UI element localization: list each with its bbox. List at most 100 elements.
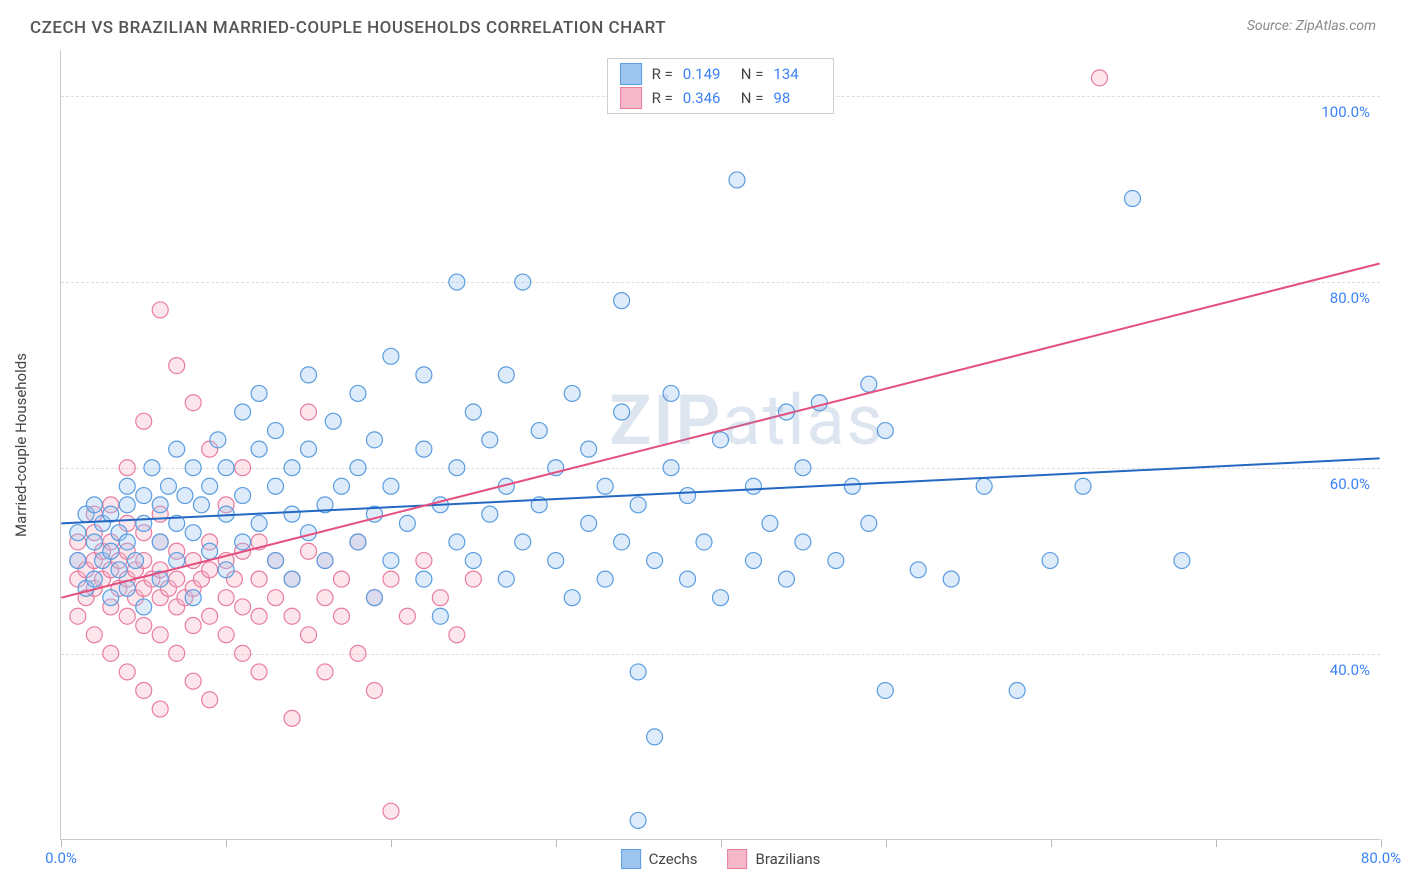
legend-item-czechs: Czechs: [621, 849, 698, 869]
scatter-point-czechs: [614, 534, 630, 550]
x-tick-mark: [391, 839, 392, 847]
scatter-point-czechs: [86, 571, 102, 587]
scatter-point-czechs: [366, 590, 382, 606]
legend-swatch-icon: [621, 849, 641, 869]
scatter-point-brazilians: [416, 553, 432, 569]
scatter-point-brazilians: [399, 608, 415, 624]
scatter-point-brazilians: [251, 664, 267, 680]
x-tick-mark: [1051, 839, 1052, 847]
scatter-point-czechs: [432, 608, 448, 624]
legend-swatch-icon: [728, 849, 748, 869]
scatter-point-czechs: [185, 460, 201, 476]
scatter-point-czechs: [144, 460, 160, 476]
scatter-point-czechs: [416, 441, 432, 457]
scatter-point-czechs: [877, 682, 893, 698]
scatter-point-brazilians: [119, 608, 135, 624]
x-tick-mark: [1216, 839, 1217, 847]
scatter-point-brazilians: [185, 673, 201, 689]
x-tick-mark: [61, 839, 62, 847]
scatter-point-czechs: [136, 488, 152, 504]
r-value-brazilians: 0.346: [683, 89, 731, 107]
y-axis-label: Married-couple Households: [12, 353, 30, 537]
scatter-point-czechs: [350, 534, 366, 550]
scatter-point-brazilians: [251, 608, 267, 624]
scatter-point-czechs: [301, 367, 317, 383]
scatter-point-czechs: [861, 515, 877, 531]
scatter-point-czechs: [877, 423, 893, 439]
legend-label-czechs: Czechs: [649, 850, 698, 868]
scatter-point-czechs: [202, 543, 218, 559]
scatter-point-czechs: [119, 534, 135, 550]
scatter-point-czechs: [103, 543, 119, 559]
scatter-point-czechs: [449, 534, 465, 550]
scatter-point-brazilians: [268, 590, 284, 606]
scatter-point-czechs: [844, 478, 860, 494]
scatter-point-czechs: [86, 497, 102, 513]
scatter-point-czechs: [762, 515, 778, 531]
scatter-point-brazilians: [119, 460, 135, 476]
scatter-point-czechs: [111, 562, 127, 578]
scatter-point-czechs: [350, 385, 366, 401]
scatter-point-czechs: [943, 571, 959, 587]
scatter-point-brazilians: [202, 608, 218, 624]
legend-row-czechs: R = 0.149 N = 134: [620, 63, 822, 85]
scatter-point-czechs: [235, 534, 251, 550]
scatter-point-brazilians: [235, 599, 251, 615]
scatter-point-czechs: [449, 274, 465, 290]
scatter-point-czechs: [515, 534, 531, 550]
scatter-point-brazilians: [185, 618, 201, 634]
scatter-point-czechs: [745, 478, 761, 494]
scatter-point-czechs: [399, 515, 415, 531]
n-value-brazilians: 98: [773, 89, 821, 107]
scatter-point-brazilians: [333, 571, 349, 587]
scatter-point-czechs: [119, 497, 135, 513]
scatter-point-czechs: [193, 497, 209, 513]
scatter-point-brazilians: [218, 590, 234, 606]
scatter-point-czechs: [680, 571, 696, 587]
scatter-point-czechs: [268, 423, 284, 439]
scatter-point-brazilians: [152, 627, 168, 643]
scatter-point-czechs: [152, 497, 168, 513]
scatter-point-brazilians: [185, 395, 201, 411]
x-tick-mark: [886, 839, 887, 847]
scatter-point-czechs: [713, 432, 729, 448]
legend-label-brazilians: Brazilians: [756, 850, 821, 868]
scatter-point-czechs: [1124, 191, 1140, 207]
scatter-point-czechs: [185, 525, 201, 541]
scatter-point-czechs: [136, 515, 152, 531]
scatter-point-czechs: [284, 506, 300, 522]
scatter-point-czechs: [1009, 682, 1025, 698]
scatter-point-czechs: [1075, 478, 1091, 494]
scatter-point-czechs: [696, 534, 712, 550]
scatter-point-brazilians: [333, 608, 349, 624]
scatter-point-czechs: [597, 478, 613, 494]
scatter-point-czechs: [70, 553, 86, 569]
scatter-point-brazilians: [284, 608, 300, 624]
scatter-point-czechs: [268, 553, 284, 569]
scatter-point-brazilians: [169, 645, 185, 661]
scatter-point-czechs: [647, 553, 663, 569]
n-label: N =: [741, 65, 764, 83]
scatter-point-czechs: [976, 478, 992, 494]
series-legend: Czechs Brazilians: [621, 849, 821, 869]
scatter-point-czechs: [235, 404, 251, 420]
scatter-point-brazilians: [449, 627, 465, 643]
scatter-point-czechs: [128, 553, 144, 569]
scatter-point-czechs: [828, 553, 844, 569]
scatter-point-czechs: [449, 460, 465, 476]
legend-swatch-czechs: [620, 63, 642, 85]
scatter-point-czechs: [177, 488, 193, 504]
scatter-point-brazilians: [383, 803, 399, 819]
scatter-point-czechs: [498, 571, 514, 587]
scatter-point-czechs: [745, 553, 761, 569]
x-tick-label: 0.0%: [45, 849, 77, 867]
scatter-point-czechs: [614, 404, 630, 420]
scatter-point-brazilians: [301, 543, 317, 559]
scatter-point-brazilians: [317, 590, 333, 606]
chart-title: CZECH VS BRAZILIAN MARRIED-COUPLE HOUSEH…: [30, 18, 666, 38]
scatter-point-czechs: [564, 385, 580, 401]
scatter-point-czechs: [218, 562, 234, 578]
scatter-point-brazilians: [202, 562, 218, 578]
scatter-point-czechs: [465, 553, 481, 569]
scatter-point-czechs: [597, 571, 613, 587]
